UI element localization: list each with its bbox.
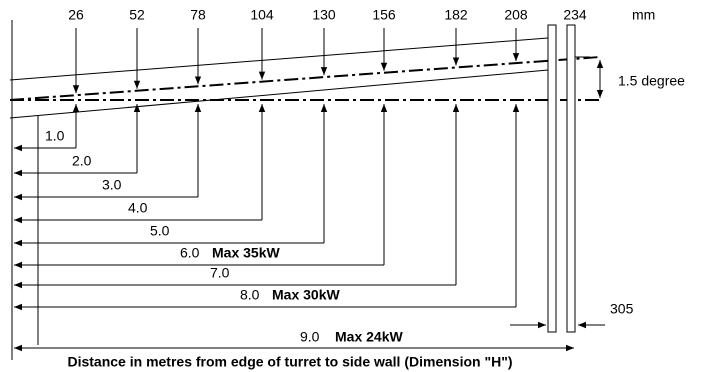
scale-mark: 78 — [190, 7, 206, 23]
distance-label: 2.0 — [72, 153, 92, 169]
gap-label: 305 — [610, 301, 634, 317]
beam-edge — [9, 37, 549, 81]
distance-label: 3.0 — [102, 177, 122, 193]
wall — [566, 24, 576, 333]
scale-mark: 104 — [250, 7, 274, 23]
scale-mark: 182 — [444, 7, 468, 23]
total-note: Max 24kW — [335, 329, 403, 345]
tilted-axis-line — [9, 56, 601, 101]
distance-label: 8.0 — [240, 287, 260, 303]
total-label: 9.0 — [300, 329, 320, 345]
distance-label: 1.0 — [45, 128, 65, 144]
distance-label: 6.0 — [180, 245, 200, 261]
distance-label: 7.0 — [210, 265, 230, 281]
scale-mark: 208 — [504, 7, 528, 23]
scale-mark: 52 — [129, 7, 145, 23]
scale-mark: 130 — [312, 7, 336, 23]
scale-mark: 26 — [68, 7, 84, 23]
caption: Distance in metres from edge of turret t… — [67, 354, 512, 370]
wall — [547, 24, 557, 333]
beam-edge — [9, 69, 549, 119]
distance-note: Max 30kW — [272, 287, 340, 303]
scale-mark: 156 — [372, 7, 396, 23]
distance-label: 4.0 — [128, 200, 148, 216]
scale-mark: 234 — [563, 7, 587, 23]
distance-note: Max 35kW — [212, 245, 280, 261]
angle-label: 1.5 degree — [618, 73, 685, 89]
unit-label: mm — [632, 7, 655, 23]
distance-label: 5.0 — [150, 223, 170, 239]
